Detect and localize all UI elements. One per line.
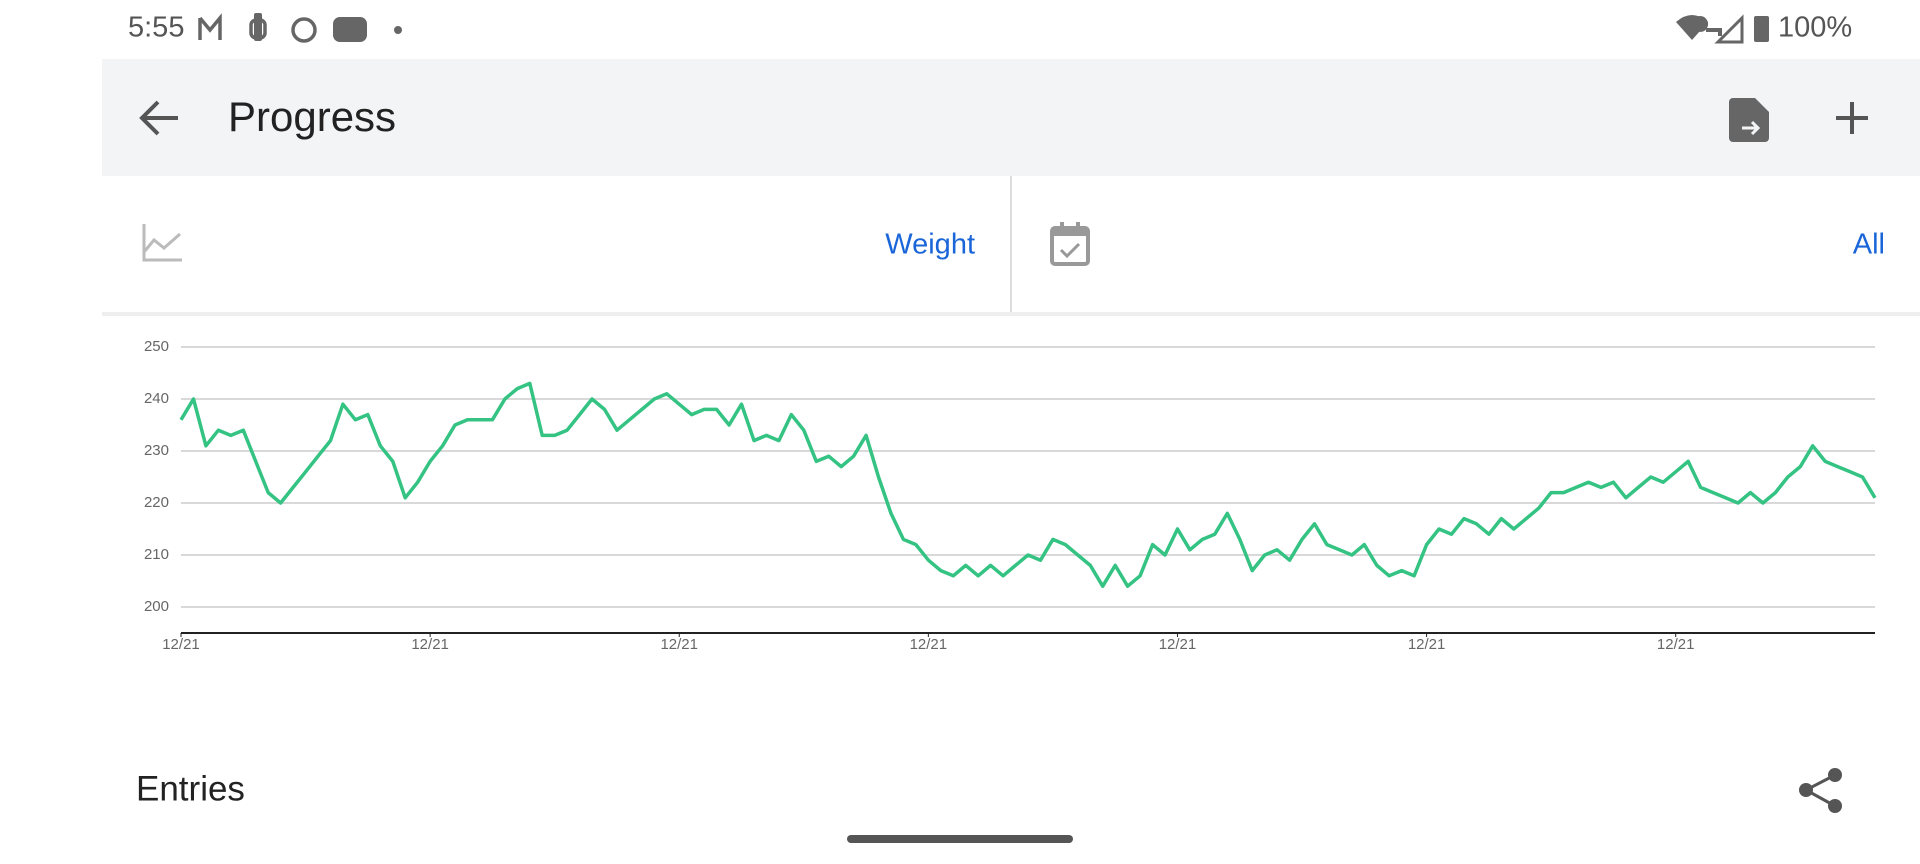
- y-tick-label: 240: [144, 390, 169, 407]
- x-tick-label: 12/21: [1408, 636, 1446, 653]
- x-tick-label: 12/21: [910, 636, 948, 653]
- y-tick-label: 220: [144, 494, 169, 511]
- calendar-icon: [1050, 222, 1090, 266]
- back-button[interactable]: [139, 100, 178, 136]
- y-tick-label: 250: [144, 338, 169, 355]
- add-button[interactable]: [1836, 102, 1868, 134]
- export-button[interactable]: [1729, 98, 1769, 142]
- app-bar: [102, 59, 1920, 176]
- app-title: Progress: [228, 93, 396, 140]
- entries-title: Entries: [136, 769, 245, 808]
- range-selector[interactable]: All: [1853, 229, 1885, 261]
- y-tick-label: 200: [144, 598, 169, 615]
- y-tick-label: 210: [144, 546, 169, 563]
- y-tick-label: 230: [144, 442, 169, 459]
- chart: 200 210 220 230 240 250 12/21 12/21 12/21 12/21 12…: [144, 338, 1877, 653]
- share-button[interactable]: [1799, 768, 1842, 813]
- status-battery: 100%: [1778, 12, 1852, 44]
- selector-shadow: [102, 312, 1920, 316]
- home-indicator: [847, 835, 1073, 843]
- weight-line: [179, 381, 1877, 588]
- x-tick-label: 12/21: [1159, 636, 1197, 653]
- chart-icon: [142, 224, 182, 262]
- x-tick-label: 12/21: [411, 636, 449, 653]
- x-tick-label: 12/21: [1657, 636, 1695, 653]
- metric-selector[interactable]: Weight: [885, 229, 975, 261]
- status-icons: [198, 13, 1769, 44]
- status-time: 5:55: [128, 12, 184, 44]
- x-tick-label: 12/21: [162, 636, 200, 653]
- x-tick-label: 12/21: [660, 636, 698, 653]
